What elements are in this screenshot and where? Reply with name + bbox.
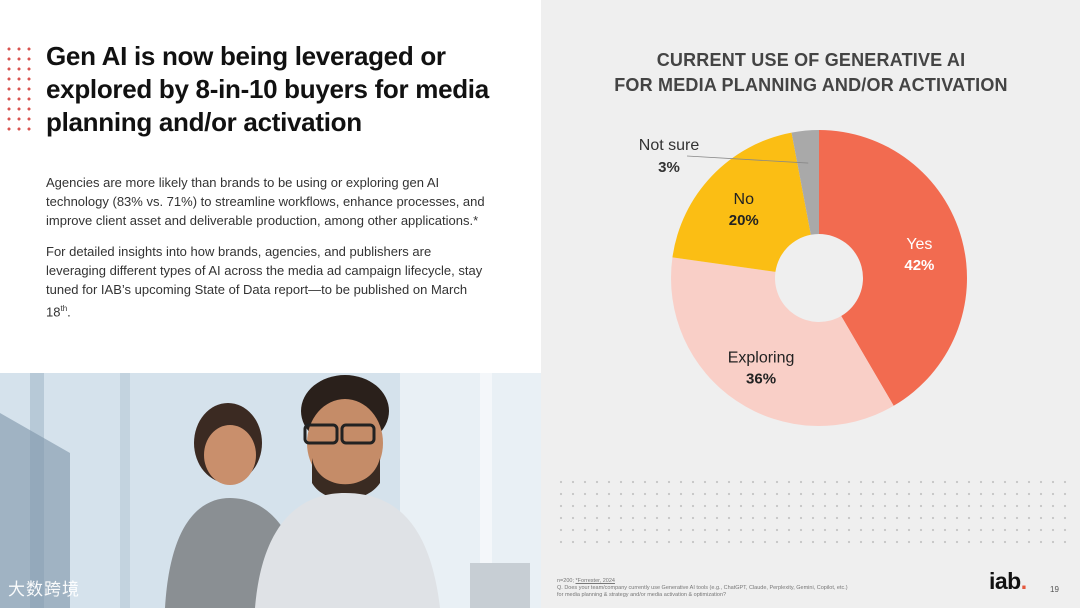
body-paragraph-2-superscript: th	[60, 304, 68, 313]
slice-no	[672, 132, 811, 272]
data-value-exploring: 36%	[746, 370, 776, 387]
data-label-yes: Yes	[906, 236, 932, 253]
decorative-dot-grid-bottom	[555, 476, 1075, 552]
footnote-line-1: n=200; *Forrester, 2024	[557, 578, 848, 585]
data-label-not-sure: Not sure	[639, 137, 700, 154]
iab-logo: iab.	[989, 568, 1027, 595]
body-paragraph-2-text: For detailed insights into how brands, a…	[46, 244, 483, 320]
data-value-yes: 42%	[904, 257, 934, 274]
footnote-line-2: Q. Does your team/company currently use …	[557, 585, 848, 591]
body-text: Agencies are more likely than brands to …	[46, 173, 486, 333]
page-title: Gen AI is now being leveraged or explore…	[46, 41, 489, 137]
donut-chart: Yes 42% Exploring 36% No 20% Not sure 3%	[639, 130, 967, 426]
data-value-not-sure: 3%	[658, 159, 680, 176]
slice-exploring	[671, 257, 894, 426]
data-label-no: No	[734, 191, 755, 208]
slice-yes	[819, 130, 967, 406]
data-value-no: 20%	[729, 212, 759, 229]
chart-title-line-2: FOR MEDIA PLANNING AND/OR ACTIVATION	[614, 75, 1008, 95]
chart-title-line-1: CURRENT USE OF GENERATIVE AI	[656, 50, 966, 70]
left-panel: Gen AI is now being leveraged or explore…	[0, 41, 541, 608]
data-label-exploring: Exploring	[728, 349, 795, 366]
footnote-sample: n=200;	[557, 578, 576, 584]
hero-photo: 大数跨境	[0, 373, 541, 608]
footnote-source-link[interactable]: *Forrester, 2024	[575, 578, 615, 584]
slice-not-sure	[791, 130, 819, 235]
footnote-line-3: for media planning & strategy and/or med…	[557, 592, 727, 598]
chart-title: CURRENT USE OF GENERATIVE AI FOR MEDIA P…	[571, 48, 1051, 98]
people-illustration	[0, 373, 541, 608]
page-number: 19	[1050, 585, 1059, 594]
leader-line-not-sure	[686, 155, 809, 164]
logo-dot: .	[1020, 568, 1027, 594]
footnote: n=200; *Forrester, 2024 Q. Does your tea…	[557, 578, 848, 599]
body-paragraph-1: Agencies are more likely than brands to …	[46, 175, 485, 228]
watermark: 大数跨境	[8, 580, 80, 599]
logo-text: iab	[989, 568, 1021, 594]
body-paragraph-2: For detailed insights into how brands, a…	[46, 242, 486, 321]
body-paragraph-2-end: .	[67, 304, 71, 320]
decorative-dot-grid	[4, 44, 34, 136]
